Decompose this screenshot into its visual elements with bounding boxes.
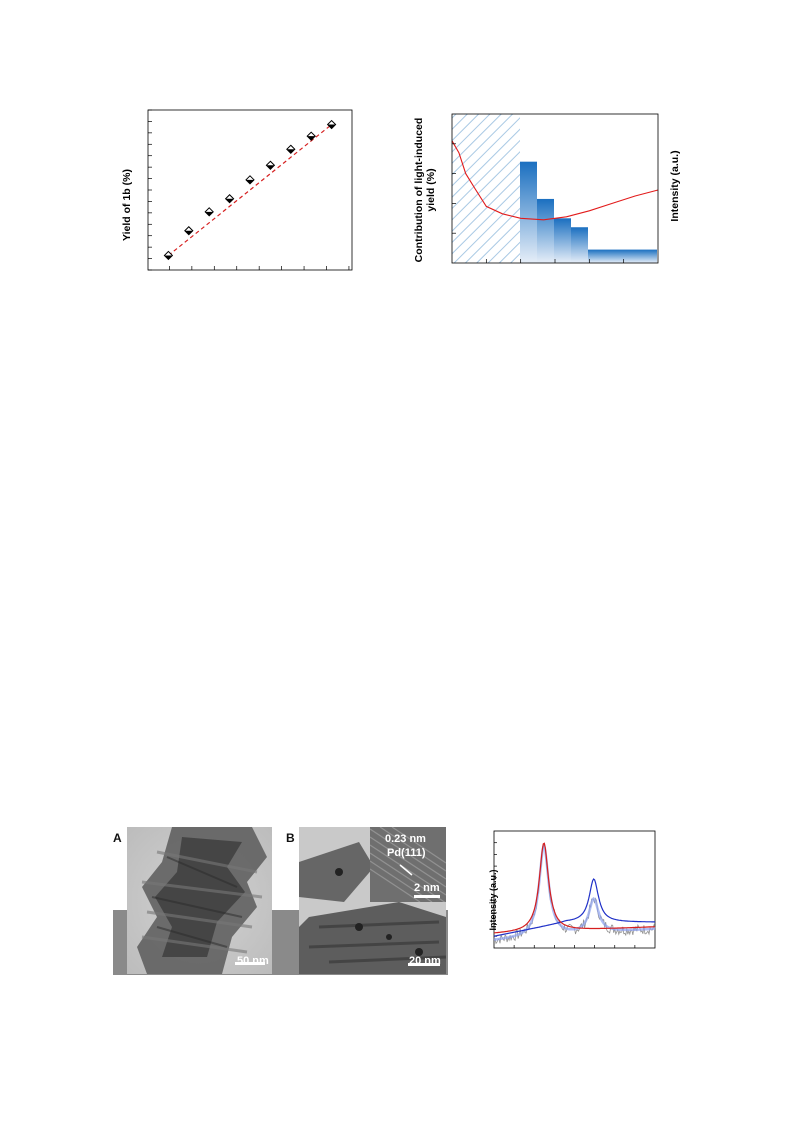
scale-bar-a — [235, 962, 265, 965]
yield-data-points — [163, 119, 337, 261]
inset-spacing-label: 0.23 nm — [385, 833, 426, 845]
tem-a-drawing — [127, 827, 272, 974]
red-component — [494, 842, 656, 934]
hatched-region — [452, 114, 520, 263]
blue-component — [493, 878, 655, 937]
yield-data-point — [265, 160, 276, 170]
tem-image-a — [127, 827, 272, 974]
yield-data-point — [286, 144, 296, 154]
panel-a-label: A — [113, 831, 122, 845]
light-plot-ylabel-line2: yield (%) — [425, 168, 437, 212]
yield-data-point — [163, 250, 174, 261]
scale-bar-inset — [414, 895, 440, 898]
yield-data-point — [204, 207, 214, 217]
light-plot-ylabel-left: Contribution of light-induced yield (%) — [413, 115, 441, 265]
yield-data-point — [306, 131, 316, 141]
spectrum-plot — [493, 830, 656, 949]
fit-envelope — [493, 843, 656, 941]
inset-scale-label: 2 nm — [414, 882, 440, 894]
yield-data-point — [245, 175, 255, 185]
spectrum-ticks — [494, 842, 636, 948]
contribution-bar — [537, 198, 554, 263]
absorption-curve — [451, 140, 659, 221]
yield-fit-line — [168, 124, 332, 256]
scale-label-a: 50 nm — [237, 955, 269, 967]
tem-inset-lattice — [370, 827, 446, 902]
scale-label-b: 20 nm — [409, 955, 441, 967]
light-plot-ylabel-line1: Contribution of light-induced — [413, 117, 425, 263]
yield-data-point — [326, 119, 337, 130]
tem-inset — [370, 827, 446, 902]
contribution-bar — [571, 227, 588, 263]
light-plot — [451, 113, 659, 264]
panel-b-label: B — [286, 831, 295, 845]
light-plot-ylabel-right: Intensity (a.u.) — [669, 150, 681, 222]
inset-plane-label: Pd(111) — [387, 847, 426, 859]
yield-plot-ylabel: Yield of 1b (%) — [121, 169, 133, 241]
yield-data-point — [184, 226, 194, 236]
contribution-bar — [520, 161, 537, 263]
contribution-bar — [554, 218, 571, 263]
yield-plot-ticks — [148, 109, 350, 271]
yield-data-point — [224, 194, 235, 204]
light-plot-bars — [520, 161, 657, 263]
light-plot-ticks — [452, 143, 625, 263]
contribution-bar — [588, 249, 657, 263]
yield-plot — [147, 109, 353, 271]
scale-bar-b — [408, 963, 440, 966]
